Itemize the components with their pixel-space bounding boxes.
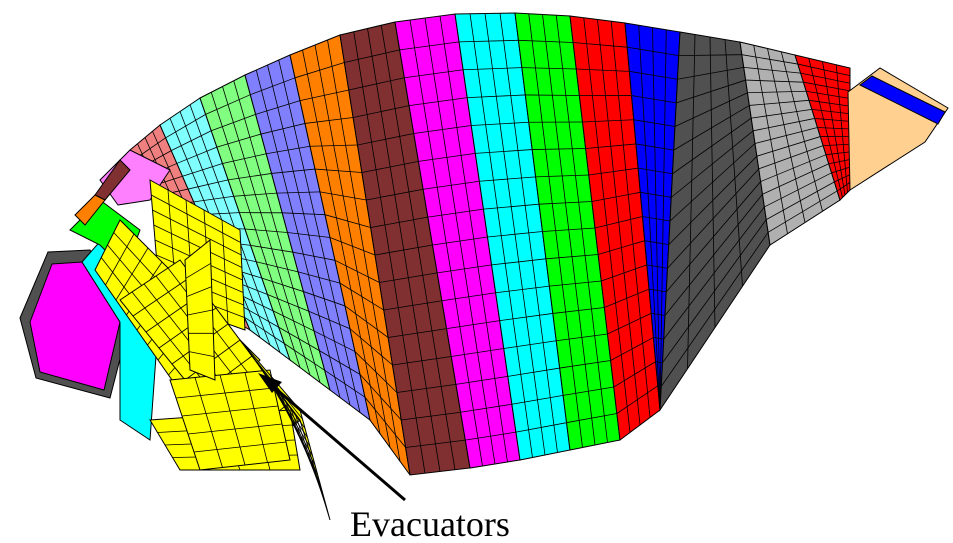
mesh-line: [658, 386, 661, 387]
mesh-tip: [848, 68, 948, 190]
mesh-line: [525, 95, 579, 96]
mesh-diagram: Evacuators: [0, 0, 953, 543]
evacuators-label: Evacuators: [350, 504, 510, 543]
